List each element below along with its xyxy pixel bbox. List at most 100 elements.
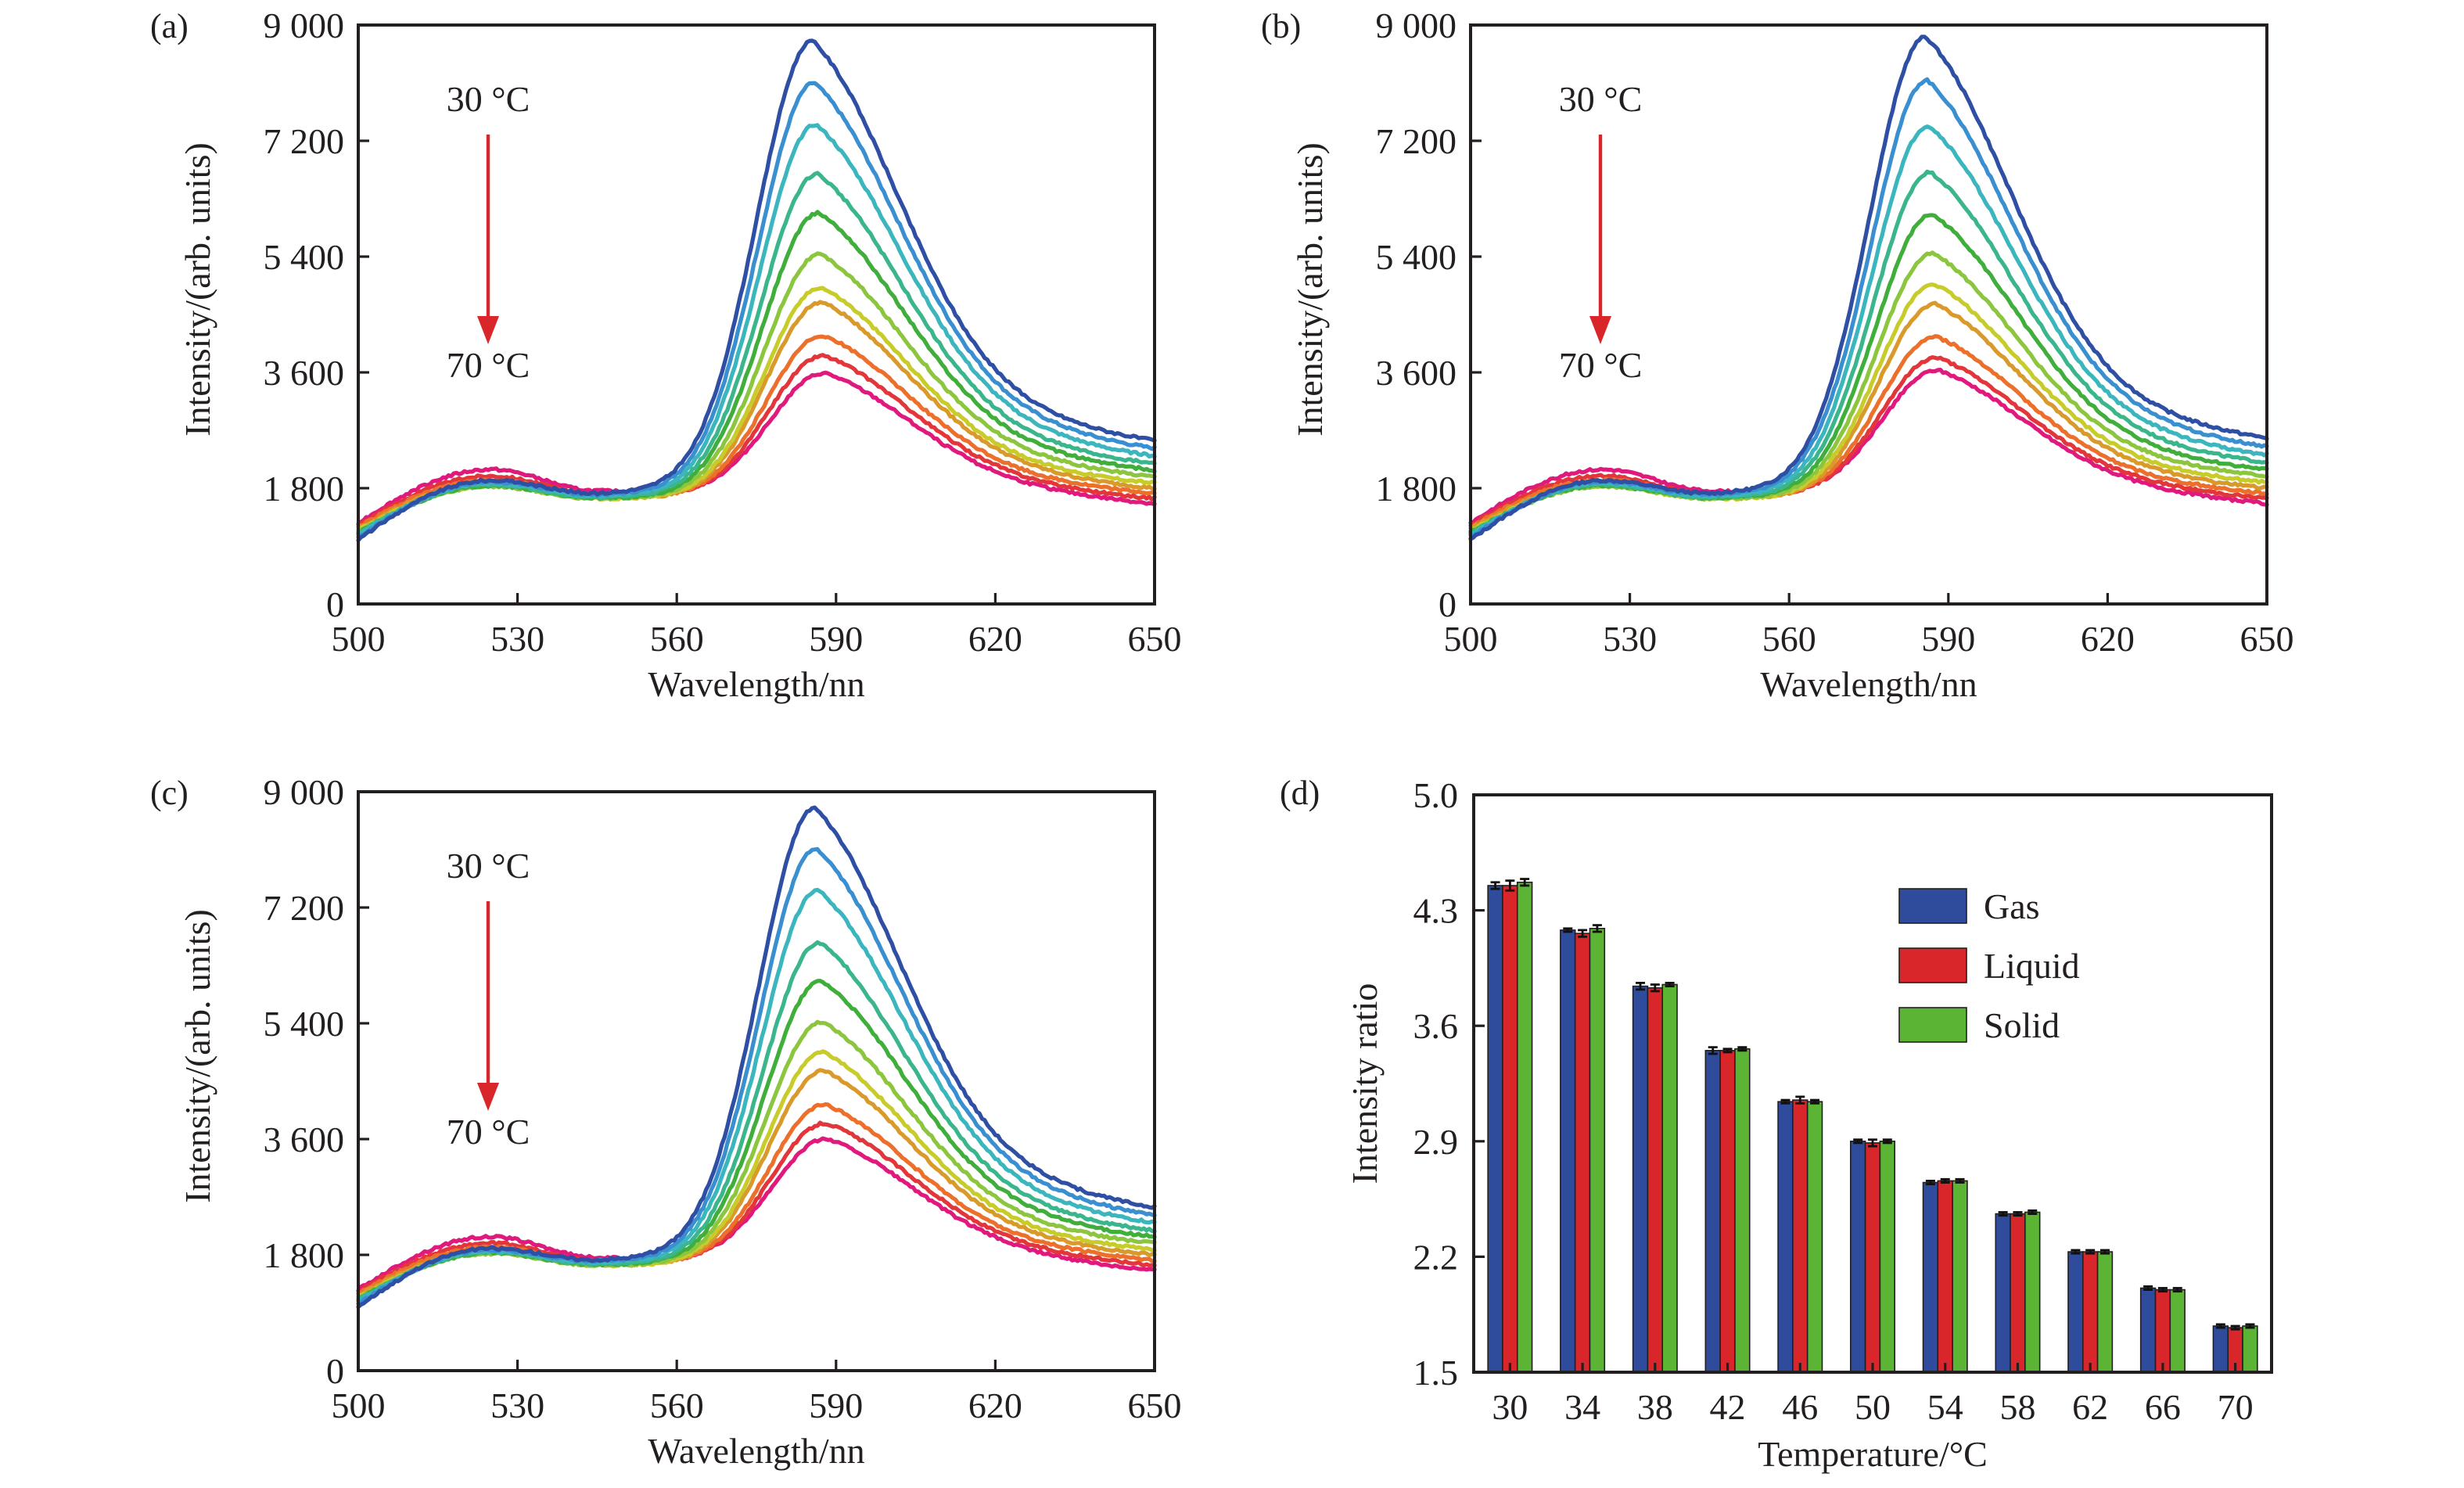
x-tick-label: 530: [490, 619, 544, 659]
bar-liquid-46: [1792, 1099, 1808, 1373]
arrow-head-icon: [477, 1083, 499, 1111]
spectrum-line-42c: [356, 171, 1157, 537]
bar-group-54: [1922, 1177, 1968, 1373]
panel-d: (d) 30 34 38 42 46 50 54 58 62 66 70 1.5 2.2 2.9 3.6 4.…: [1280, 774, 2273, 1474]
panel-label: (b): [1261, 7, 1301, 45]
x-tick-label: 54: [1927, 1387, 1963, 1427]
bar-solid-50: [1879, 1141, 1895, 1373]
bar-gas-58: [1995, 1213, 2011, 1373]
y-axis-title: Intensity ratio: [1345, 983, 1385, 1184]
x-tick-label: 560: [650, 1386, 704, 1425]
spectrum-line-34c: [356, 846, 1157, 1306]
x-tick-label: 590: [1921, 619, 1975, 659]
bar-gas-46: [1777, 1101, 1794, 1373]
x-tick-label: 62: [2072, 1387, 2108, 1427]
legend-swatch-gas: [1898, 888, 1967, 924]
y-tick-label: 4.3: [1413, 891, 1459, 931]
y-tick-label: 9 000: [264, 772, 345, 812]
bar-gas-66: [2139, 1287, 2157, 1373]
spectrum-line-50c: [356, 1019, 1157, 1301]
y-tick-label: 3 600: [1376, 353, 1457, 393]
spectrum-line-70c: [356, 370, 1157, 527]
bar-solid-54: [1952, 1180, 1968, 1373]
legend-swatch-solid: [1898, 1007, 1967, 1043]
legend-label-solid: Solid: [1984, 1005, 2060, 1045]
bar-gas-62: [2067, 1251, 2084, 1373]
curves: [356, 805, 1157, 1310]
bar-group-50: [1850, 1138, 1895, 1373]
y-tick-label: 3.6: [1413, 1006, 1459, 1046]
bar-group-70: [2212, 1323, 2258, 1373]
y-tick-label: 0: [1439, 584, 1456, 624]
x-tick-label: 38: [1637, 1387, 1673, 1427]
y-tick-label: 5 400: [264, 237, 345, 277]
x-tick-label: 58: [1999, 1387, 2035, 1427]
y-tick-label: 1 800: [264, 469, 345, 509]
x-tick-label: 30: [1492, 1387, 1528, 1427]
bar-solid-42: [1734, 1048, 1751, 1373]
spectrum-line-66c: [1468, 355, 2269, 528]
y-axis-title: Intensity/(arb. units): [1290, 142, 1330, 437]
bar-liquid-58: [2010, 1213, 2026, 1373]
bar-liquid-42: [1719, 1050, 1736, 1373]
spectrum-line-30c: [356, 38, 1157, 543]
annotation-end-temp: 70 °C: [1559, 345, 1643, 385]
plot-frame: [1472, 793, 2273, 1374]
x-tick-label: 530: [490, 1386, 544, 1425]
annotation-start-temp: 30 °C: [1559, 79, 1643, 119]
bar-group-46: [1777, 1095, 1823, 1373]
x-tick-label: 650: [2240, 619, 2294, 659]
bar-solid-70: [2242, 1325, 2258, 1373]
bar-liquid-50: [1864, 1142, 1881, 1373]
annotation-start-temp: 30 °C: [447, 846, 530, 886]
x-tick-label: 500: [1444, 619, 1498, 659]
bar-solid-62: [2096, 1251, 2114, 1373]
bar-plot-d: 30 34 38 42 46 50 54 58 62 66 70 1.5 2.2 2.9 3.6 4.3 5.0…: [1345, 775, 2273, 1474]
y-tick-label: 0: [326, 1351, 344, 1391]
bar-liquid-34: [1574, 933, 1591, 1373]
x-axis-title: Temperature/°C: [1758, 1434, 1988, 1474]
y-tick-label: 9 000: [1376, 5, 1457, 45]
x-tick-label: 620: [968, 1386, 1022, 1425]
panel-c: (c) 500 530 560 590 620 650 0 1 800 3 600 5 400 7 …: [150, 772, 1182, 1471]
x-tick-label: 34: [1564, 1387, 1600, 1427]
x-tick-label: 590: [809, 1386, 863, 1425]
spectrum-line-70c: [356, 1136, 1157, 1293]
y-tick-label: 3 600: [264, 1120, 345, 1159]
spectrum-line-66c: [356, 353, 1157, 527]
spectrum-line-58c: [356, 1068, 1157, 1299]
bar-liquid-38: [1647, 987, 1664, 1373]
x-axis-title: Wavelength/nn: [648, 664, 864, 704]
arrow-head-icon: [1589, 316, 1611, 344]
spectrum-plot-a: 500 530 560 590 620 650 0 1 800 3 600 5 400 7 200 9…: [178, 5, 1182, 704]
y-tick-label: 0: [326, 584, 344, 624]
bar-solid-30: [1516, 881, 1533, 1373]
bar-gas-50: [1850, 1141, 1866, 1373]
panel-label: (d): [1280, 774, 1320, 812]
panel-label: (a): [150, 7, 189, 45]
legend-label-liquid: Liquid: [1984, 946, 2080, 986]
bar-liquid-54: [1937, 1180, 1953, 1373]
curves: [356, 38, 1157, 543]
spectrum-plot-b: 500 530 560 590 620 650 0 1 800 3 600 5 400 7 200 9…: [1290, 5, 2294, 704]
legend-swatch-liquid: [1898, 947, 1967, 983]
y-tick-label: 7 200: [264, 121, 345, 161]
y-tick-label: 2.9: [1413, 1122, 1459, 1162]
spectrum-line-30c: [356, 805, 1157, 1310]
bar-gas-38: [1632, 985, 1649, 1373]
x-tick-label: 620: [968, 619, 1022, 659]
legend: Gas Liquid Solid: [1898, 886, 2080, 1045]
spectrum-line-30c: [1468, 34, 2269, 541]
arrow-head-icon: [477, 316, 499, 344]
y-tick-label: 9 000: [264, 5, 345, 45]
bar-group-30: [1487, 878, 1533, 1373]
bar-group-42: [1704, 1046, 1751, 1373]
plot-frame: [1469, 23, 2268, 606]
curves: [1468, 34, 2269, 541]
x-tick-label: 620: [2081, 619, 2135, 659]
bar-gas-30: [1487, 885, 1503, 1373]
annotation-end-temp: 70 °C: [447, 345, 530, 385]
x-tick-label: 500: [332, 619, 386, 659]
x-tick-label: 590: [809, 619, 863, 659]
